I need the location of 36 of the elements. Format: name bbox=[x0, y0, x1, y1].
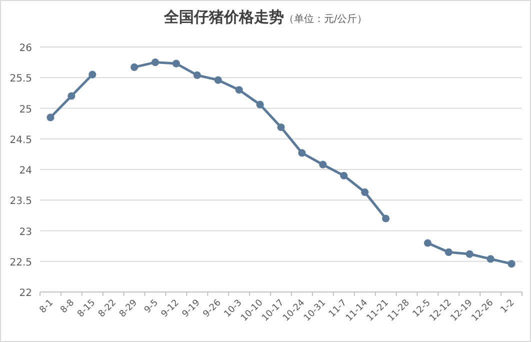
point bbox=[88, 70, 96, 78]
point bbox=[444, 248, 452, 256]
point bbox=[130, 63, 138, 72]
chart-title: 全国仔猪价格走势 bbox=[162, 8, 284, 26]
y-tick-label: 25 bbox=[19, 104, 32, 116]
y-tick-label: 24.5 bbox=[10, 134, 32, 146]
point bbox=[382, 214, 390, 222]
y-tick-label: 22 bbox=[19, 288, 32, 299]
point bbox=[277, 123, 285, 132]
x-tick-label: 1-2 bbox=[499, 298, 517, 316]
point bbox=[256, 100, 264, 108]
chart-subtitle: （单位：元/公斤） bbox=[284, 13, 368, 25]
x-tick-label: 9-5 bbox=[142, 298, 160, 316]
point bbox=[172, 60, 180, 68]
y-tick-label: 26 bbox=[19, 43, 32, 54]
point bbox=[235, 86, 243, 94]
y-tick-label: 24 bbox=[19, 166, 32, 176]
x-tick-label: 8-1 bbox=[38, 298, 56, 316]
point bbox=[151, 58, 160, 66]
point bbox=[319, 160, 327, 168]
point bbox=[298, 149, 306, 157]
x-tick-label: 8-8 bbox=[59, 298, 77, 316]
point bbox=[193, 71, 201, 79]
point bbox=[46, 114, 54, 122]
y-tick-label: 22.5 bbox=[10, 257, 32, 268]
point bbox=[340, 172, 348, 180]
point bbox=[424, 239, 432, 247]
point bbox=[466, 250, 474, 258]
point bbox=[68, 92, 76, 100]
y-tick-label: 23 bbox=[19, 226, 32, 238]
point bbox=[361, 188, 369, 196]
y-tick-label: 25.5 bbox=[10, 74, 32, 85]
point bbox=[508, 260, 516, 268]
point bbox=[214, 76, 222, 84]
point bbox=[486, 255, 494, 263]
y-tick-label: 23.5 bbox=[10, 196, 32, 208]
